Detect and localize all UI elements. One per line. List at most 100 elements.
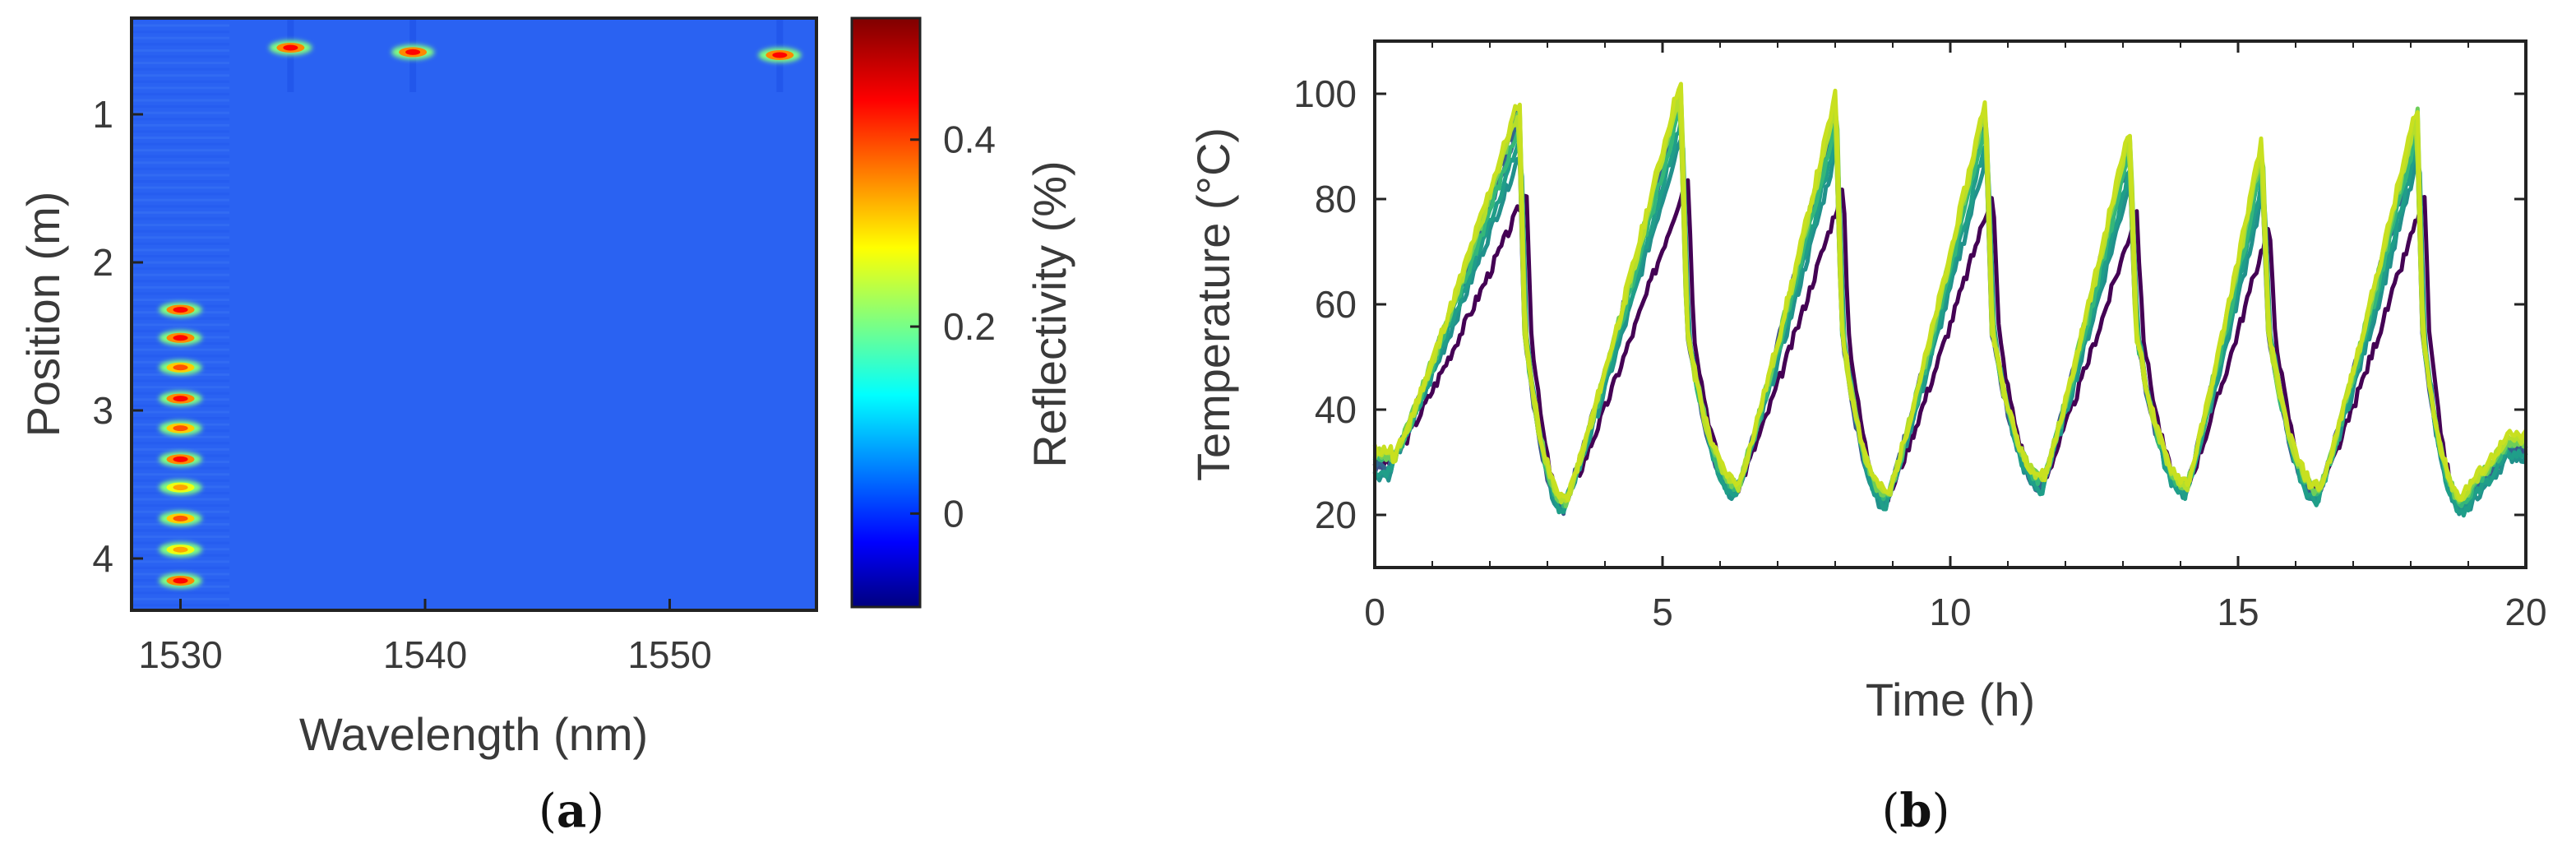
fringe-stripe [132,529,229,532]
fringe-stripe [132,566,229,569]
fringe-stripe [132,248,229,252]
panel-b-line-chart: 0 5 10 15 20 20 40 60 80 100 Time (h) Temperatur… [1187,39,2547,838]
fringe-stripe [132,111,229,114]
fringe-stripe [132,74,229,77]
fringe-stripe [132,317,229,320]
hotspot-core [283,44,298,51]
fringe-stripe [132,49,229,52]
x-tick-label: 10 [1929,591,1971,633]
fringe-stripe [132,280,229,283]
fringe-stripe [132,192,229,196]
fringe-stripe [132,130,229,133]
x-tick-label: 1550 [627,633,711,676]
fringe-stripe [132,292,229,295]
fringe-stripe [132,92,229,95]
colorbar [852,18,920,607]
panel-b-label: (b) [1882,784,1950,838]
fringe-stripe [132,167,229,170]
hotspot-core [405,49,421,55]
fringe-stripe [132,186,229,189]
line-x-axis-label: Time (h) [1866,674,2035,725]
fringe-stripe [132,410,229,414]
fringe-stripe [132,498,229,501]
fringe-stripe [132,205,229,208]
colorbar-frame [850,16,922,609]
fringe-stripe [132,99,229,102]
fringe-stripe [132,80,229,83]
fringe-stripe [132,285,229,289]
hotspot-core [173,335,188,341]
hotspot-core [173,577,188,584]
hotspot-core [173,484,188,491]
fringe-stripe [132,535,229,539]
fringe-stripe [132,591,229,595]
fringe-stripe [132,67,229,71]
series-line-9 [1372,81,2528,503]
fringe-stripe [132,224,229,227]
fringe-stripe [132,229,229,233]
fringe-stripe [132,560,229,563]
line-x-ticks: 0 5 10 15 20 [1364,41,2547,633]
fringe-stripe [132,36,229,39]
fringe-stripe [132,242,229,245]
fringe-stripe [132,161,229,165]
y-tick-label: 4 [92,537,113,580]
fringe-stripe [132,504,229,507]
colorbar-tick-label: 0.4 [943,118,996,161]
heatmap-x-ticks: 1530 1540 1550 [138,599,712,676]
line-y-ticks: 20 40 60 80 100 [1293,72,2526,536]
fringe-stripe [132,435,229,438]
hotspot-core [173,425,188,432]
y-tick-label: 3 [92,389,113,432]
hotspot-core [772,52,788,58]
fringe-stripe [132,86,229,90]
fringe-stripe [132,123,229,127]
fringe-stripe [132,261,229,264]
colorbar-label: Reflectivity (%) [1024,160,1075,467]
fringe-stripe [132,355,229,358]
fringe-stripe [132,447,229,451]
heatmap-x-axis-label: Wavelength (nm) [299,708,648,760]
fringe-stripe [132,180,229,183]
fringe-stripe [132,24,229,27]
fringe-stripe [132,62,229,65]
hotspot-core [173,364,188,371]
y-tick-label: 40 [1315,388,1357,431]
fringe-stripe [132,466,229,470]
y-tick-label: 100 [1293,72,1357,115]
x-tick-label: 0 [1364,591,1385,633]
hotspot-core [173,307,188,313]
fringe-stripe [132,137,229,139]
fringe-stripe [132,379,229,382]
fringe-stripe [132,255,229,257]
y-tick-label: 20 [1315,494,1357,536]
heatmap-hotspots [159,40,802,588]
x-tick-label: 5 [1652,591,1673,633]
fringe-stripe [132,142,229,146]
x-tick-label: 1530 [138,633,222,676]
fringe-stripe [132,155,229,158]
heatmap-background [132,18,816,610]
fringe-stripe [132,174,229,177]
y-tick-label: 80 [1315,178,1357,220]
fringe-stripe [132,267,229,271]
fringe-stripe [132,323,229,327]
x-tick-label: 1540 [383,633,467,676]
panel-a-label: (a) [539,784,604,838]
heatmap-frame [130,16,818,612]
y-tick-label: 2 [92,241,113,284]
fringe-stripe [132,442,229,445]
panel-a-heatmap: 1530 1540 1550 1 2 3 4 Wavelength (nm) Positi… [17,16,1075,838]
fringe-stripe [132,417,229,420]
fringe-stripe [132,149,229,152]
fringe-stripe [132,198,229,202]
fringe-stripe [132,273,229,276]
fringe-stripe [132,43,229,46]
y-tick-label: 60 [1315,283,1357,326]
line-plot-area [1375,41,2526,568]
colorbar-tick-label: 0.2 [943,305,996,348]
colorbar-ticks: 0 0.2 0.4 [910,118,996,535]
line-y-axis-label: Temperature (°C) [1187,127,1239,481]
fringe-stripe [132,236,229,239]
